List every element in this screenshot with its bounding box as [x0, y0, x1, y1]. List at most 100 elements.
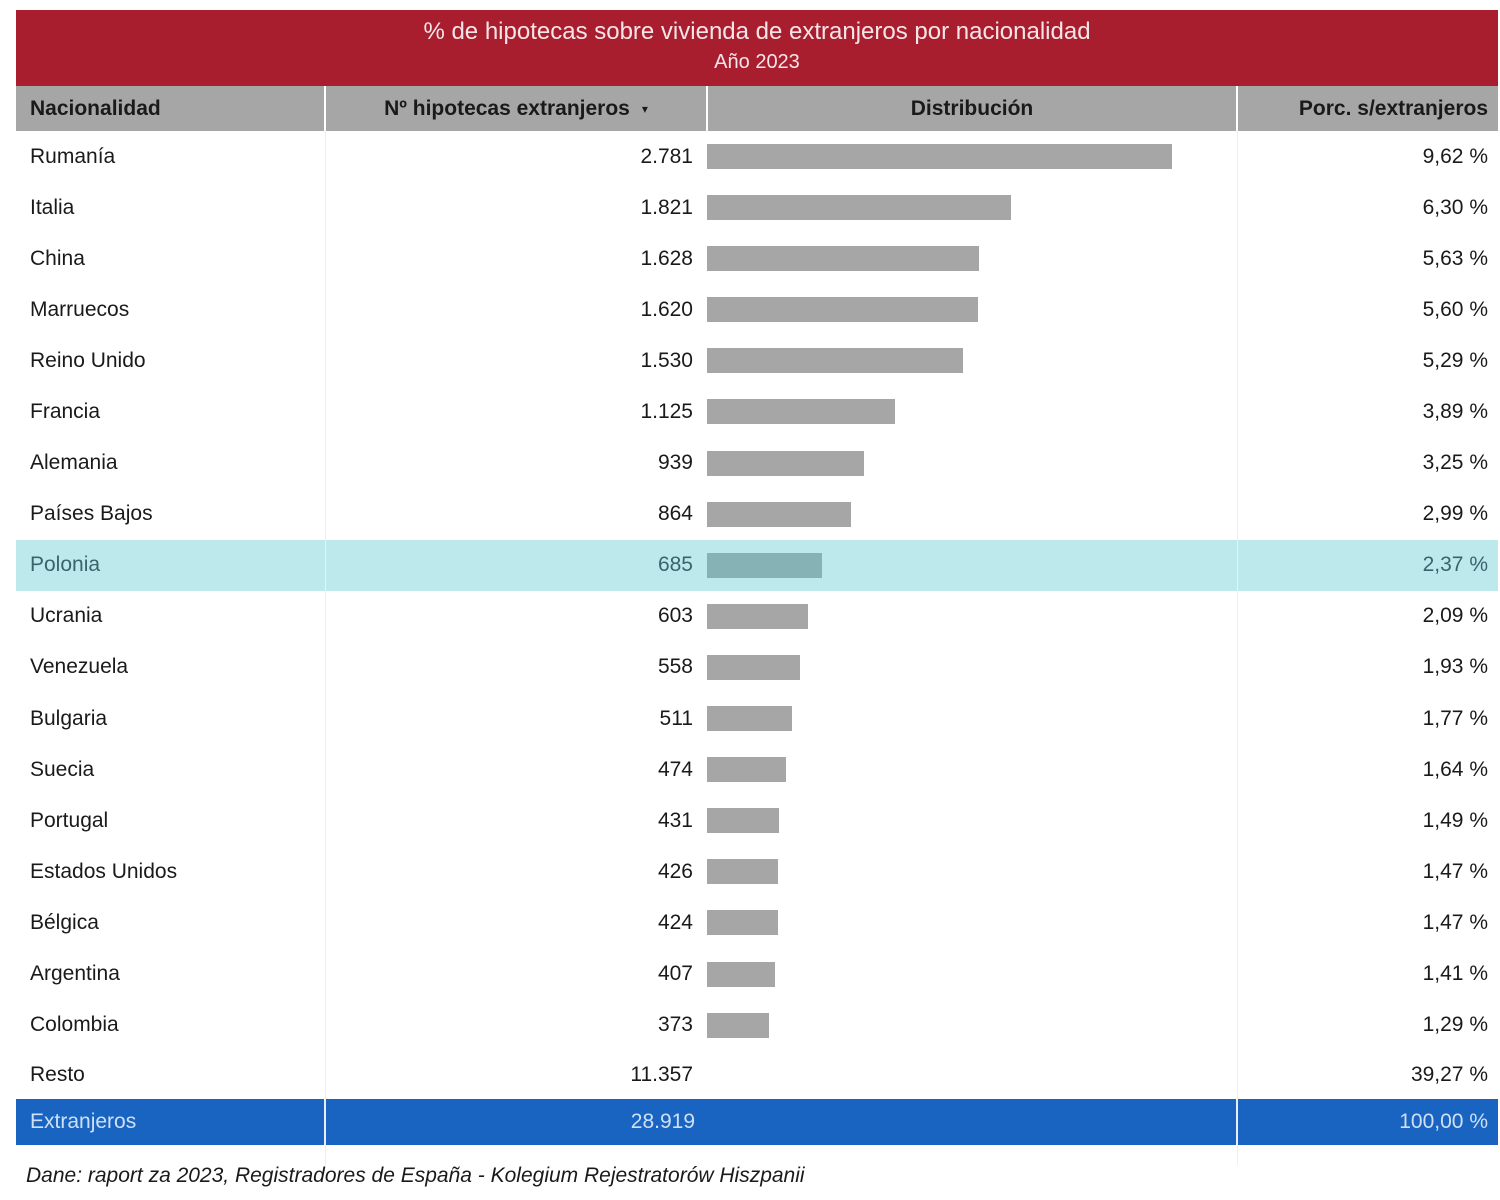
sort-dropdown-icon[interactable]: ▾ [641, 101, 648, 116]
distribution-cell [707, 182, 1237, 233]
distribution-bar [707, 195, 1012, 221]
mortgage-count: 685 [324, 539, 707, 591]
distribution-cell [707, 693, 1237, 744]
header-hipotecas-label: Nº hipotecas extranjeros [384, 96, 630, 120]
distribution-bar [707, 706, 793, 732]
distribution-bar [707, 297, 978, 323]
distribution-cell [707, 642, 1237, 693]
table-row: Colombia 373 1,29 % [16, 999, 1498, 1051]
percentage-value: 5,60 % [1236, 284, 1498, 336]
distribution-cell [707, 386, 1237, 437]
chart-title: % de hipotecas sobre vivienda de extranj… [423, 18, 1091, 45]
table-row: Marruecos 1.620 5,60 % [16, 284, 1498, 336]
mortgage-count: 939 [324, 437, 707, 489]
distribution-bar [707, 348, 963, 374]
country-name: Ucrania [30, 604, 103, 628]
mortgage-count: 2.781 [324, 131, 707, 183]
country-name: Venezuela [30, 655, 129, 679]
header-row: Nacionalidad Nº hipotecas extranjeros ▾ D… [16, 86, 1498, 131]
country-name: Reino Unido [30, 348, 146, 372]
percentage-value: 1,93 % [1236, 641, 1498, 694]
total-row-count: 28.919 [324, 1098, 707, 1145]
country-name: Francia [30, 400, 101, 424]
spacer-cell [16, 1145, 325, 1165]
mortgage-count: 373 [324, 999, 707, 1051]
percentage-value: 2,37 % [1236, 539, 1498, 591]
distribution-cell [707, 897, 1237, 948]
percentage-value: 1,47 % [1236, 846, 1498, 898]
table-row: Argentina 407 1,41 % [16, 948, 1498, 1000]
table-row: China 1.628 5,63 % [16, 233, 1498, 285]
country-name: Alemania [30, 451, 118, 475]
distribution-cell [707, 744, 1237, 795]
table-row: Suecia 474 1,64 % [16, 744, 1498, 796]
country-name: Bélgica [30, 910, 99, 934]
distribution-bar [707, 450, 864, 476]
table-row: Países Bajos 864 2,99 % [16, 488, 1498, 540]
distribution-bar [707, 552, 822, 578]
header-nacionalidad[interactable]: Nacionalidad [16, 86, 325, 131]
table-row: Alemania 939 3,25 % [16, 437, 1498, 489]
distribution-bar [707, 910, 778, 936]
mortgage-count: 1.620 [324, 284, 707, 336]
total-row: Extranjeros 28.919 100,00 % [16, 1098, 1498, 1145]
distribution-bar [707, 859, 779, 885]
distribution-cell [707, 591, 1237, 642]
distribution-cell [707, 284, 1237, 335]
country-name: Marruecos [30, 297, 130, 321]
mortgage-count: 474 [324, 744, 707, 796]
table-row: Estados Unidos 426 1,47 % [16, 846, 1498, 898]
chart-subtitle: Año 2023 [714, 51, 800, 73]
distribution-bar [707, 501, 852, 527]
country-name: Portugal [30, 808, 109, 832]
distribution-bar [707, 808, 780, 834]
country-name: Estados Unidos [30, 859, 178, 883]
resto-row-distribution [707, 1051, 1237, 1099]
distribution-cell [707, 795, 1237, 846]
header-porcentaje[interactable]: Porc. s/extranjeros [1236, 86, 1498, 131]
table-row: Ucrania 603 2,09 % [16, 590, 1498, 642]
mortgage-count: 603 [324, 590, 707, 642]
distribution-bar [707, 1012, 770, 1038]
total-row-label: Extranjeros [16, 1098, 325, 1145]
table-row: Rumanía 2.781 9,62 % [16, 131, 1498, 183]
country-name: Argentina [30, 962, 120, 986]
table-row: Reino Unido 1.530 5,29 % [16, 335, 1498, 387]
table-row: Portugal 431 1,49 % [16, 795, 1498, 847]
table-row: Bulgaria 511 1,77 % [16, 693, 1498, 745]
percentage-value: 6,30 % [1236, 182, 1498, 234]
distribution-cell [707, 846, 1237, 897]
distribution-cell [707, 949, 1237, 1000]
resto-row-count: 11.357 [324, 1050, 707, 1099]
distribution-cell [707, 1000, 1237, 1051]
mortgage-count: 558 [324, 641, 707, 694]
table-body: Rumanía 2.781 9,62 % Italia 1.821 6,30 % China… [16, 131, 1498, 1165]
table-row: Polonia 685 2,37 % [16, 539, 1498, 591]
distribution-bar [707, 757, 787, 783]
total-row-percentage: 100,00 % [1236, 1098, 1498, 1145]
resto-row: Resto 11.357 39,27 % [16, 1050, 1498, 1099]
data-table: Nacionalidad Nº hipotecas extranjeros ▾ D… [16, 86, 1498, 1165]
percentage-value: 1,29 % [1236, 999, 1498, 1051]
percentage-value: 3,25 % [1236, 437, 1498, 489]
resto-row-percentage: 39,27 % [1236, 1050, 1498, 1099]
title-bar: % de hipotecas sobre vivienda de extranj… [16, 10, 1498, 86]
percentage-value: 2,09 % [1236, 590, 1498, 642]
percentage-value: 5,63 % [1236, 233, 1498, 285]
percentage-value: 1,77 % [1236, 693, 1498, 745]
mortgage-count: 1.628 [324, 233, 707, 285]
header-hipotecas[interactable]: Nº hipotecas extranjeros ▾ [324, 86, 707, 131]
table-row: Venezuela 558 1,93 % [16, 641, 1498, 694]
percentage-value: 1,49 % [1236, 795, 1498, 847]
spacer-cell [1236, 1144, 1498, 1165]
percentage-value: 1,47 % [1236, 897, 1498, 949]
country-name: Colombia [30, 1013, 119, 1037]
percentage-value: 2,99 % [1236, 488, 1498, 540]
table-footer-spacer [16, 1144, 1498, 1165]
percentage-value: 1,64 % [1236, 744, 1498, 796]
distribution-bar [707, 246, 980, 272]
header-distribucion[interactable]: Distribución [706, 86, 1237, 131]
distribution-bar [707, 399, 896, 425]
mortgage-count: 511 [324, 693, 707, 745]
table-row: Italia 1.821 6,30 % [16, 182, 1498, 234]
